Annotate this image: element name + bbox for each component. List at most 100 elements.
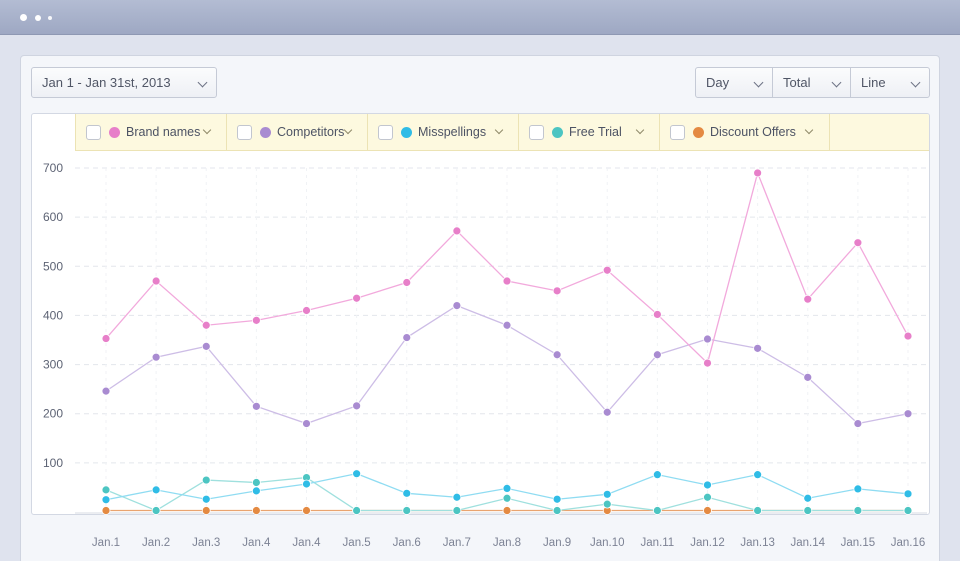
data-point-brand-names[interactable] [602, 265, 612, 275]
x-tick-label: Jan.7 [443, 537, 471, 549]
data-point-misspellings[interactable] [452, 492, 462, 502]
data-point-brand-names[interactable] [753, 168, 763, 178]
data-point-competitors[interactable] [502, 320, 512, 330]
data-point-brand-names[interactable] [452, 226, 462, 236]
data-point-brand-names[interactable] [552, 286, 562, 296]
data-point-free-trial[interactable] [652, 506, 662, 515]
data-point-misspellings[interactable] [352, 469, 362, 479]
data-point-misspellings[interactable] [853, 484, 863, 494]
data-point-free-trial[interactable] [101, 485, 111, 495]
data-point-brand-names[interactable] [502, 276, 512, 286]
data-point-misspellings[interactable] [753, 470, 763, 480]
data-point-competitors[interactable] [251, 401, 261, 411]
data-point-competitors[interactable] [201, 341, 211, 351]
legend-item-misspellings[interactable]: Misspellings [368, 114, 519, 150]
data-point-competitors[interactable] [452, 301, 462, 311]
data-point-competitors[interactable] [753, 343, 763, 353]
data-point-free-trial[interactable] [402, 506, 412, 515]
data-point-brand-names[interactable] [352, 293, 362, 303]
data-point-discount-offers[interactable] [251, 506, 261, 515]
data-point-free-trial[interactable] [201, 475, 211, 485]
data-point-misspellings[interactable] [502, 484, 512, 493]
data-point-free-trial[interactable] [151, 506, 161, 515]
data-point-misspellings[interactable] [652, 470, 662, 480]
series-color-dot [693, 127, 704, 138]
interval-select[interactable]: Day [695, 67, 773, 98]
data-point-brand-names[interactable] [903, 331, 913, 341]
chart-panel: Brand names Competitors Misspellings Fre… [31, 113, 930, 515]
data-point-misspellings[interactable] [903, 489, 913, 499]
data-point-brand-names[interactable] [803, 294, 813, 304]
legend-item-free-trial[interactable]: Free Trial [519, 114, 660, 150]
data-point-misspellings[interactable] [251, 486, 261, 496]
data-point-brand-names[interactable] [302, 306, 311, 315]
x-tick-label: Jan.10 [590, 537, 625, 549]
data-point-misspellings[interactable] [602, 489, 612, 499]
data-point-free-trial[interactable] [753, 506, 763, 515]
data-point-free-trial[interactable] [853, 506, 863, 515]
data-point-competitors[interactable] [703, 334, 712, 344]
data-point-misspellings[interactable] [151, 485, 161, 495]
data-point-free-trial[interactable] [502, 493, 512, 503]
data-point-brand-names[interactable] [853, 238, 863, 248]
data-point-competitors[interactable] [101, 386, 111, 396]
data-point-free-trial[interactable] [703, 492, 712, 502]
legend-item-brand-names[interactable]: Brand names [76, 114, 227, 150]
data-point-free-trial[interactable] [452, 506, 462, 515]
data-point-misspellings[interactable] [803, 493, 813, 503]
data-point-competitors[interactable] [652, 350, 662, 360]
data-point-misspellings[interactable] [552, 494, 562, 504]
data-point-free-trial[interactable] [602, 499, 612, 509]
data-point-free-trial[interactable] [903, 506, 913, 515]
data-point-brand-names[interactable] [201, 320, 211, 330]
data-point-competitors[interactable] [552, 350, 562, 360]
x-tick-label: Jan.6 [393, 537, 421, 549]
window-minimize-dot[interactable] [35, 15, 41, 21]
chart-style-select[interactable]: Line [850, 67, 930, 98]
data-point-discount-offers[interactable] [502, 506, 512, 515]
series-checkbox[interactable] [378, 125, 393, 140]
x-tick-label: Jan.8 [493, 537, 521, 549]
data-point-free-trial[interactable] [552, 506, 562, 515]
data-point-brand-names[interactable] [703, 358, 712, 368]
data-point-brand-names[interactable] [251, 315, 261, 325]
legend-label: Discount Offers [710, 125, 796, 139]
data-point-competitors[interactable] [602, 407, 612, 417]
series-checkbox[interactable] [237, 125, 252, 140]
legend-item-discount-offers[interactable]: Discount Offers [660, 114, 830, 150]
data-point-brand-names[interactable] [101, 334, 111, 343]
date-range-select[interactable]: Jan 1 - Jan 31st, 2013 [31, 67, 217, 98]
data-point-competitors[interactable] [803, 372, 813, 382]
data-point-competitors[interactable] [402, 333, 412, 342]
data-point-brand-names[interactable] [151, 276, 161, 286]
data-point-misspellings[interactable] [402, 488, 412, 498]
series-checkbox[interactable] [86, 125, 101, 140]
legend-label: Competitors [277, 125, 345, 139]
data-point-competitors[interactable] [853, 419, 863, 428]
window-maximize-dot[interactable] [48, 16, 52, 20]
data-point-brand-names[interactable] [402, 278, 412, 287]
data-point-competitors[interactable] [903, 409, 913, 419]
data-point-discount-offers[interactable] [703, 506, 712, 515]
data-point-competitors[interactable] [151, 352, 161, 362]
data-point-free-trial[interactable] [251, 478, 261, 487]
series-checkbox[interactable] [529, 125, 544, 140]
data-point-discount-offers[interactable] [302, 506, 311, 515]
data-point-misspellings[interactable] [101, 495, 111, 505]
data-point-misspellings[interactable] [201, 494, 211, 504]
window-close-dot[interactable] [20, 14, 27, 21]
x-tick-label: Jan.5 [343, 537, 371, 549]
data-point-discount-offers[interactable] [101, 506, 111, 515]
x-tick-label: Jan.16 [891, 537, 926, 549]
aggregate-select[interactable]: Total [772, 67, 851, 98]
data-point-misspellings[interactable] [302, 479, 311, 489]
data-point-brand-names[interactable] [652, 310, 662, 319]
data-point-discount-offers[interactable] [201, 506, 211, 515]
data-point-free-trial[interactable] [803, 506, 813, 515]
data-point-competitors[interactable] [352, 401, 362, 411]
data-point-misspellings[interactable] [703, 480, 712, 490]
data-point-free-trial[interactable] [352, 506, 362, 515]
series-checkbox[interactable] [670, 125, 685, 140]
data-point-competitors[interactable] [302, 419, 311, 428]
legend-item-competitors[interactable]: Competitors [227, 114, 368, 150]
